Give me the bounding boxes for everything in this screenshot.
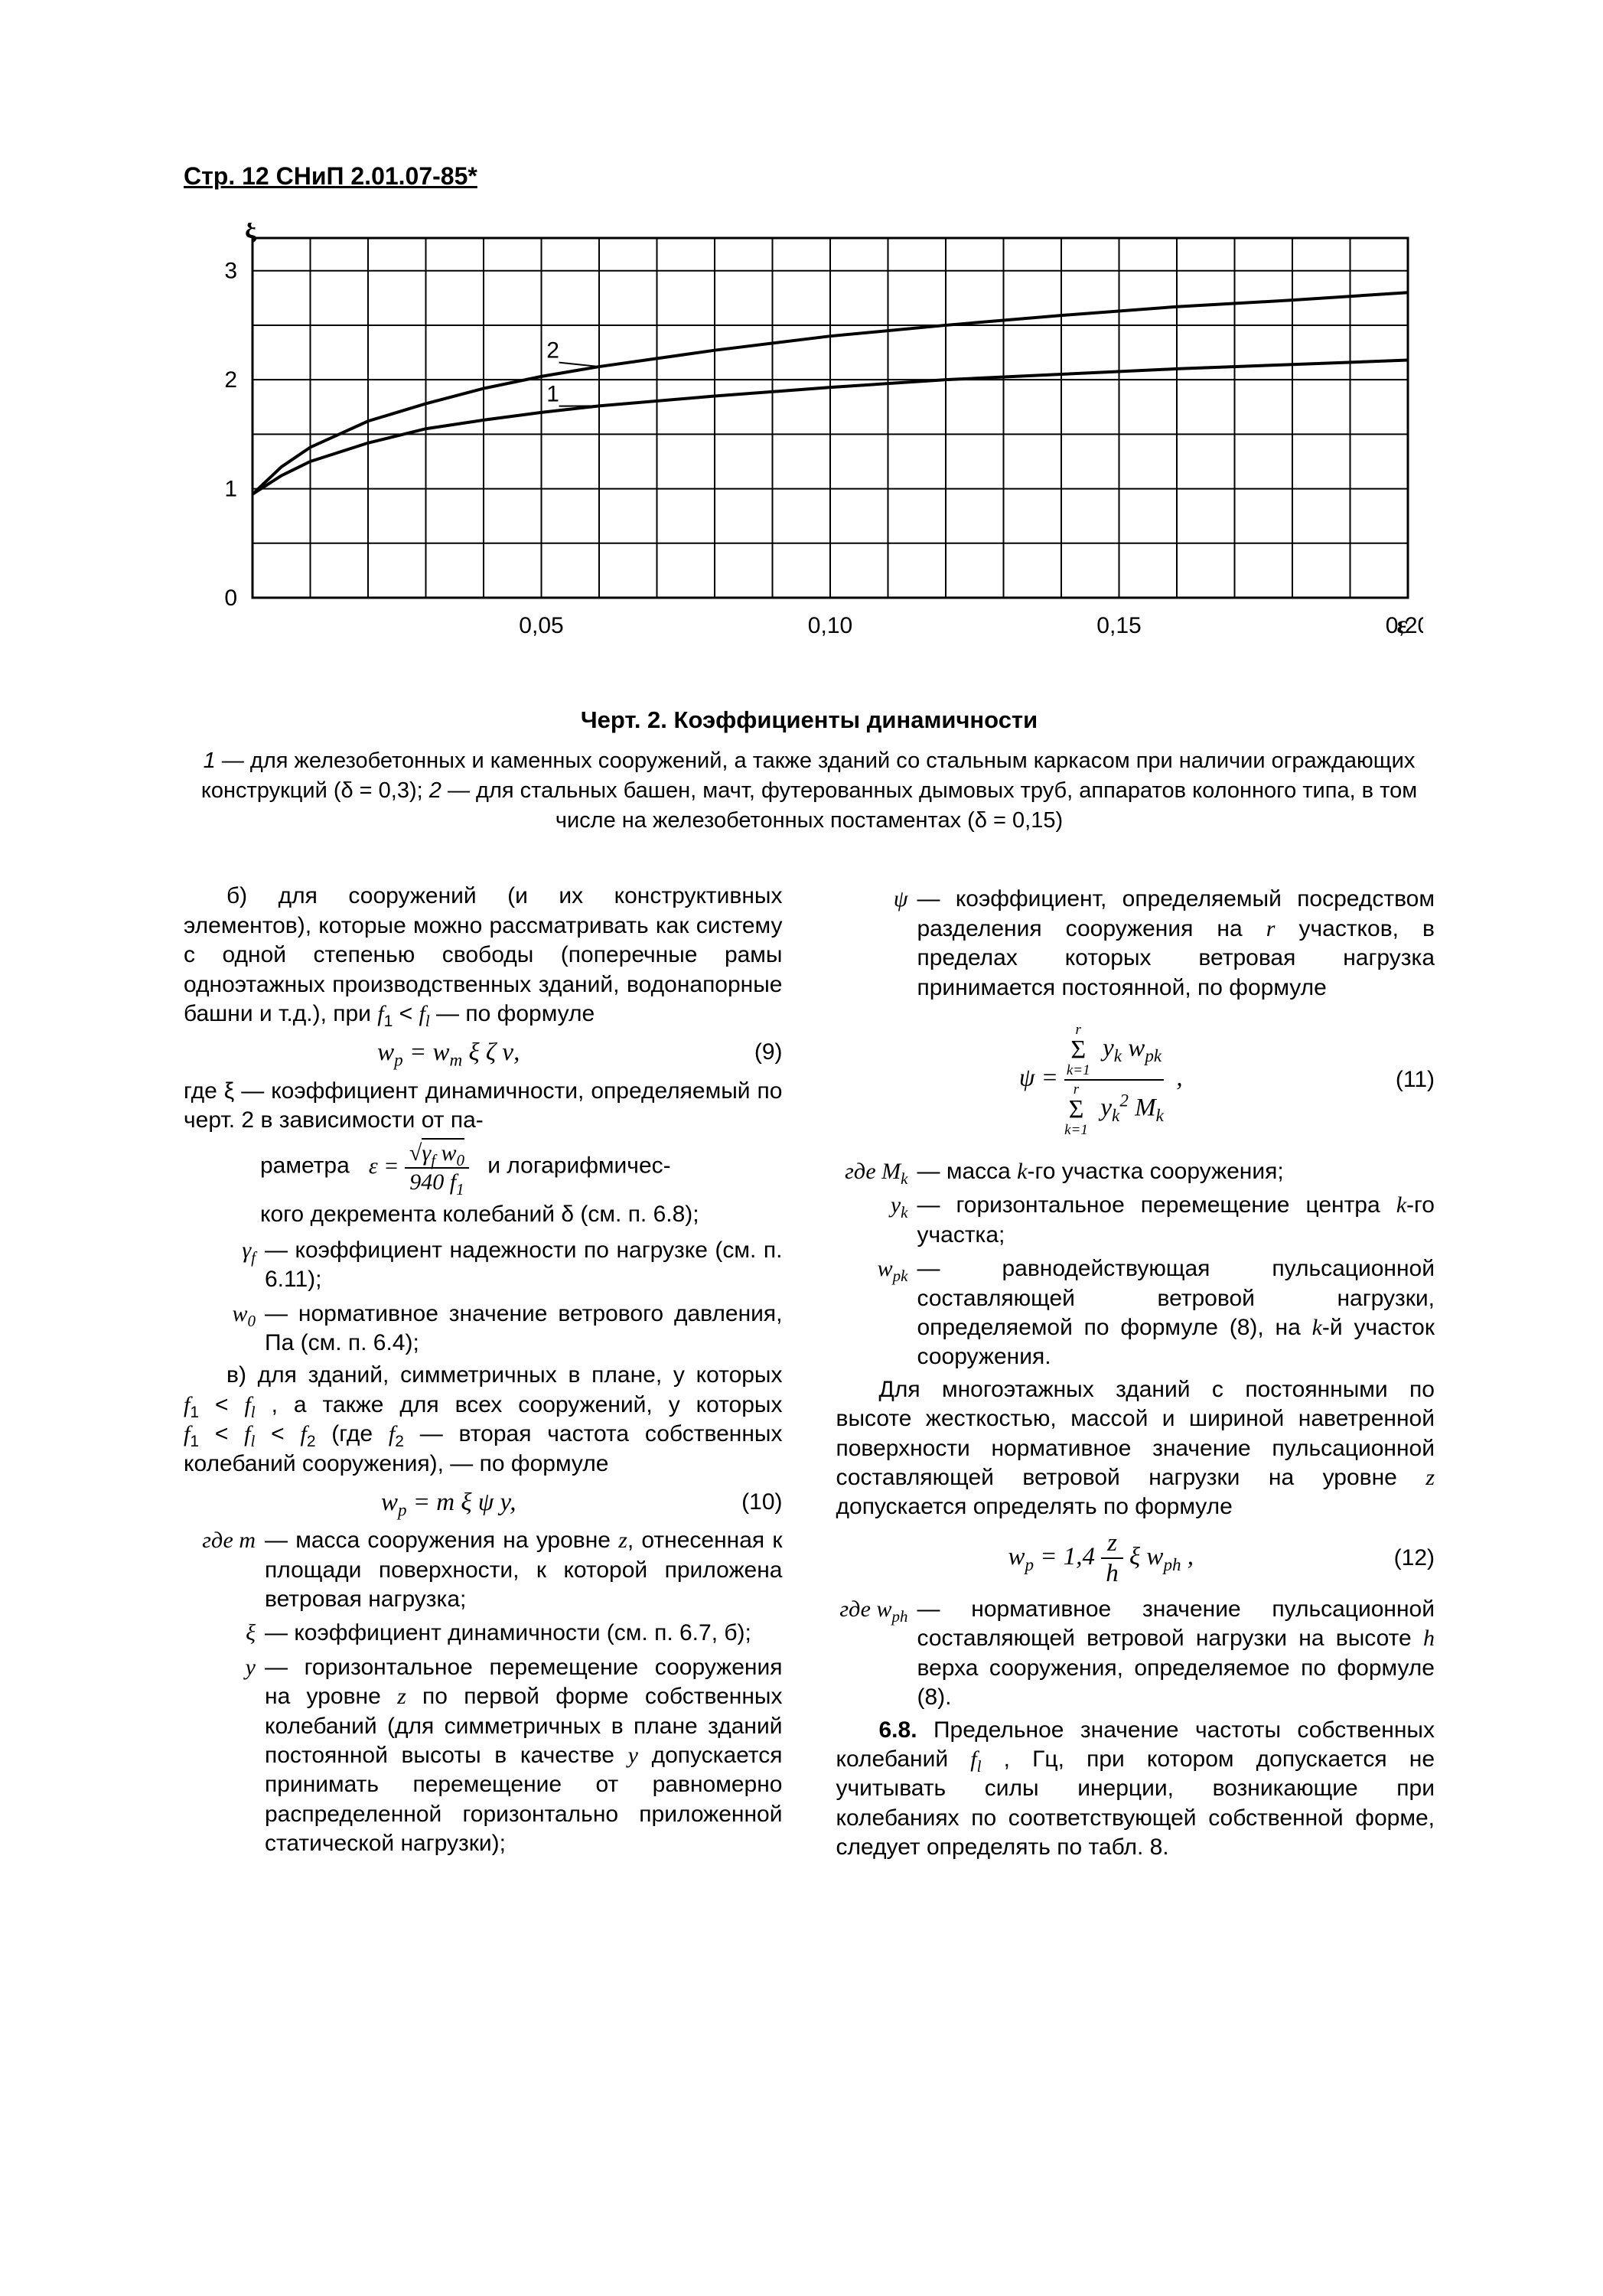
def-symbol: wpk bbox=[836, 1254, 913, 1372]
def-symbol: yk bbox=[836, 1191, 913, 1250]
def-text: — коэффициент динамичности (см. п. 6.7, … bbox=[265, 1619, 783, 1648]
left-column: б) для сооружений (и их конструктивных э… bbox=[184, 882, 783, 1868]
definitions-10: где m— масса сооружения на уровне z, отн… bbox=[184, 1526, 783, 1858]
def-text: — равнодействующая пульсационной составл… bbox=[917, 1254, 1435, 1372]
para-multistorey: Для многоэтажных зданий с постоянными по… bbox=[836, 1375, 1435, 1522]
right-column: ψ— коэффициент, определяемый посредством… bbox=[836, 882, 1435, 1868]
svg-text:0,05: 0,05 bbox=[519, 613, 563, 638]
page-header: Стр. 12 СНиП 2.01.07-85* bbox=[184, 161, 1435, 192]
def-symbol: где m bbox=[184, 1526, 260, 1614]
svg-text:2: 2 bbox=[546, 338, 559, 364]
svg-text:0: 0 bbox=[224, 585, 237, 611]
figure-caption-title: Черт. 2. Коэффициенты динамичности bbox=[184, 705, 1435, 735]
def-text: — масса k-го участка сооружения; bbox=[917, 1157, 1435, 1186]
def-symbol: ξ bbox=[184, 1619, 260, 1648]
where-9-intro: где ξ — коэффициент динамичности, опреде… bbox=[184, 1077, 783, 1136]
definitions-9: γf— коэффициент надежности по нагрузке (… bbox=[184, 1236, 783, 1358]
svg-text:ε: ε bbox=[1396, 611, 1408, 639]
def-text: — масса сооружения на уровне z, отнесенн… bbox=[265, 1526, 783, 1614]
def-symbol: где wph bbox=[836, 1595, 913, 1713]
page: Стр. 12 СНиП 2.01.07-85* 0 1 2 3 0,05 0,10 0,1… bbox=[0, 0, 1603, 2296]
two-column-body: б) для сооружений (и их конструктивных э… bbox=[184, 882, 1435, 1868]
para-b: б) для сооружений (и их конструктивных э… bbox=[184, 882, 783, 1029]
decrement-line: кого декремента колебаний δ (см. п. 6.8)… bbox=[260, 1200, 783, 1229]
def-symbol: где Mk bbox=[836, 1157, 913, 1186]
svg-text:1: 1 bbox=[546, 382, 559, 407]
svg-text:3: 3 bbox=[224, 259, 237, 284]
figure-caption-body: 1 — для железобетонных и каменных сооруж… bbox=[184, 746, 1435, 836]
chart-svg: 01230,050,100,150,20ξε12 bbox=[184, 223, 1423, 651]
formula-11-expr: ψ = rΣk=1 yk wpk rΣk=1 yk2 Mk , bbox=[836, 1022, 1367, 1137]
svg-text:ξ: ξ bbox=[245, 223, 257, 244]
def-symbol: y bbox=[184, 1653, 260, 1859]
def-text: — коэффициент, определяемый посредством … bbox=[917, 885, 1435, 1003]
formula-11: ψ = rΣk=1 yk wpk rΣk=1 yk2 Mk , bbox=[836, 1022, 1435, 1137]
definition-psi: ψ— коэффициент, определяемый посредством… bbox=[836, 885, 1435, 1003]
definitions-11: где Mk— масса k-го участка сооружения;yk… bbox=[836, 1157, 1435, 1372]
epsilon-formula: ε = √γf w0 940 f1 bbox=[369, 1153, 475, 1179]
dynamic-coeff-chart: 01230,050,100,150,20ξε12 bbox=[184, 223, 1423, 659]
para-6-8: 6.8. Предельное значение частоты собстве… bbox=[836, 1716, 1435, 1863]
svg-text:2: 2 bbox=[224, 367, 237, 393]
svg-text:0,15: 0,15 bbox=[1096, 613, 1141, 638]
epsilon-param: раметра ε = √γf w0 940 f1 и логарифмичес… bbox=[260, 1141, 783, 1194]
def-text: — нормативное значение пульсационной сос… bbox=[917, 1595, 1435, 1713]
formula-9: wp = wm ξ ζ ν, (9) bbox=[184, 1036, 783, 1068]
formula-12: wp = 1,4 zh ξ wph , (12) bbox=[836, 1530, 1435, 1587]
def-text: — коэффициент надежности по нагрузке (см… bbox=[265, 1236, 783, 1295]
def-text: — нормативное значение ветрового давлени… bbox=[265, 1300, 783, 1358]
def-symbol: ψ bbox=[836, 885, 913, 1003]
para-c: в) для зданий, симметричных в плане, у к… bbox=[184, 1361, 783, 1479]
formula-10: wp = m ξ ψ y, (10) bbox=[184, 1486, 783, 1518]
definitions-12: где wph— нормативное значение пульсацион… bbox=[836, 1595, 1435, 1713]
def-symbol: γf bbox=[184, 1236, 260, 1295]
def-symbol: w0 bbox=[184, 1300, 260, 1358]
def-text: — горизонтальное перемещение сооружения … bbox=[265, 1653, 783, 1859]
def-text: — горизонтальное перемещение центра k-го… bbox=[917, 1191, 1435, 1250]
svg-text:1: 1 bbox=[224, 477, 237, 502]
svg-text:0,10: 0,10 bbox=[808, 613, 852, 638]
